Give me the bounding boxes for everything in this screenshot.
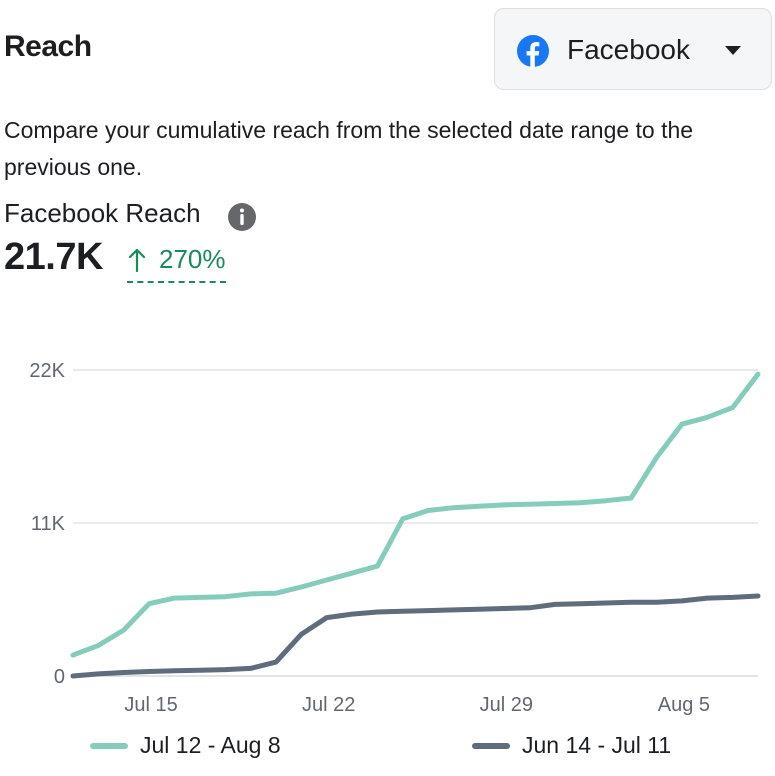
caret-down-icon bbox=[725, 46, 741, 55]
platform-dropdown[interactable]: Facebook bbox=[494, 8, 772, 90]
y-tick-label: 22K bbox=[29, 360, 65, 382]
legend-item-previous[interactable]: Jun 14 - Jul 11 bbox=[472, 732, 671, 759]
facebook-icon bbox=[517, 35, 549, 67]
legend-swatch-previous bbox=[472, 742, 510, 749]
metric-label: Facebook Reach bbox=[4, 198, 201, 228]
chart-description: Compare your cumulative reach from the s… bbox=[4, 117, 694, 180]
change-percent: 270% bbox=[159, 244, 226, 274]
legend-swatch-current bbox=[90, 742, 128, 749]
x-tick-label: Jul 29 bbox=[480, 694, 533, 716]
page-title: Reach bbox=[4, 30, 92, 63]
series-line-previous[interactable] bbox=[70, 593, 761, 679]
arrow-up-icon bbox=[128, 248, 146, 272]
legend-label-previous: Jun 14 - Jul 11 bbox=[522, 732, 672, 758]
metric-value: 21.7K bbox=[4, 236, 103, 278]
x-tick-label: Jul 15 bbox=[124, 694, 177, 716]
change-indicator[interactable]: 270% bbox=[127, 244, 226, 283]
series-line-current[interactable] bbox=[70, 371, 761, 658]
x-tick-label: Jul 22 bbox=[302, 694, 355, 716]
legend-label-current: Jul 12 - Aug 8 bbox=[140, 732, 281, 758]
legend-item-current[interactable]: Jul 12 - Aug 8 bbox=[90, 732, 281, 759]
reach-line-chart: 0 11K 22K Jul 15 Jul 22 Jul 29 Aug 5 bbox=[29, 360, 761, 716]
y-tick-label: 11K bbox=[31, 513, 66, 535]
y-tick-label: 0 bbox=[54, 666, 65, 688]
platform-dropdown-label: Facebook bbox=[567, 34, 690, 65]
info-icon[interactable] bbox=[227, 202, 257, 232]
x-tick-label: Aug 5 bbox=[658, 694, 710, 716]
